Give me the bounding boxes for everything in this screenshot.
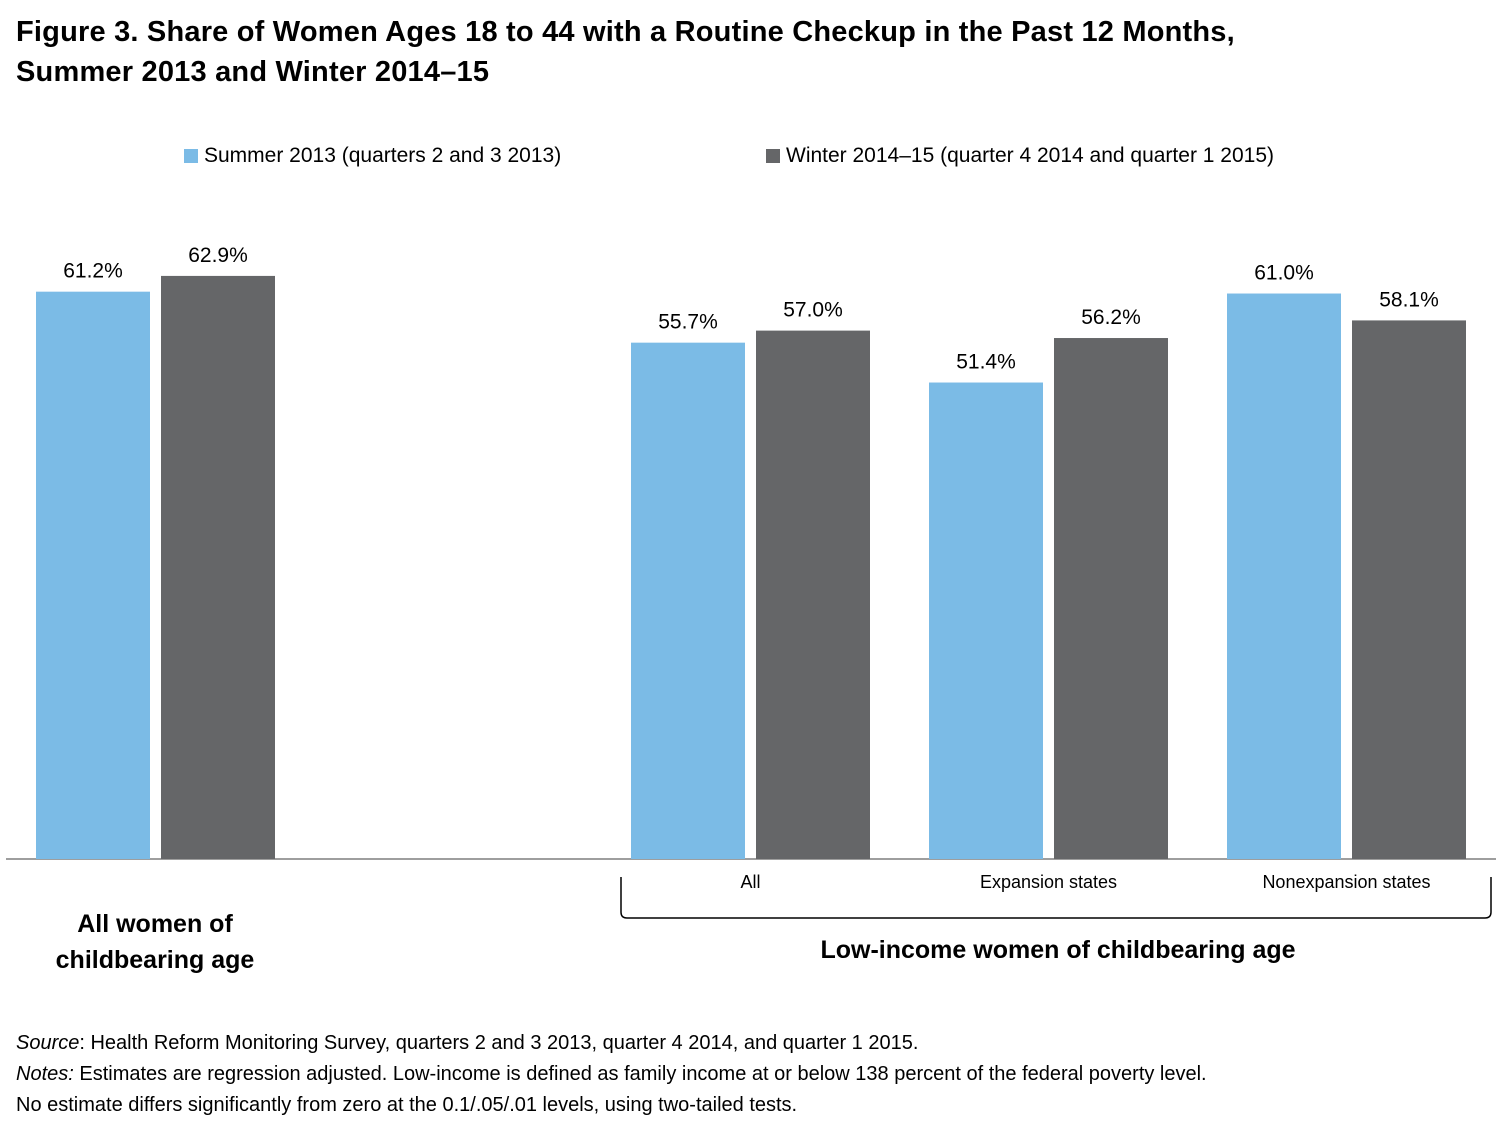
bar-summer-3 <box>1227 293 1341 859</box>
bar-chart: 61.2% 62.9% 55.7% 57.0% All 51.4% 56.2% Expansi… <box>6 244 1496 919</box>
data-label-winter-0: 62.9% <box>188 244 248 267</box>
source-text: : Health Reform Monitoring Survey, quart… <box>79 1032 919 1054</box>
data-label-winter-1: 57.0% <box>783 299 843 322</box>
group-label-all-women-line1: All women of <box>77 910 233 938</box>
category-label-1: All <box>740 872 760 892</box>
data-label-summer-1: 55.7% <box>658 311 718 334</box>
group-label-all-women-line2: childbearing age <box>55 946 255 974</box>
notes-line2: No estimate differs significantly from z… <box>16 1094 798 1116</box>
notes-text: Estimates are regression adjusted. Low-i… <box>73 1063 1207 1085</box>
bar-winter-2 <box>1054 338 1168 859</box>
source-label: Source <box>16 1032 80 1054</box>
data-label-summer-3: 61.0% <box>1254 262 1314 285</box>
category-label-2: Expansion states <box>980 872 1117 892</box>
group-bracket <box>620 877 1492 919</box>
data-label-summer-0: 61.2% <box>63 260 123 283</box>
legend-swatch-summer <box>184 149 198 163</box>
bar-winter-3 <box>1352 320 1466 860</box>
bar-winter-0 <box>161 275 275 859</box>
notes-note: Notes: Estimates are regression adjusted… <box>16 1059 1486 1090</box>
legend-item-winter: Winter 2014–15 (quarter 4 2014 and quart… <box>766 144 1274 168</box>
legend-label-summer: Summer 2013 (quarters 2 and 3 2013) <box>204 144 562 167</box>
notes-label: Notes: <box>16 1063 74 1085</box>
data-label-winter-3: 58.1% <box>1379 288 1439 311</box>
chart-title-line1: Figure 3. Share of Women Ages 18 to 44 w… <box>16 16 1235 48</box>
chart-title-line2: Summer 2013 and Winter 2014–15 <box>16 56 490 88</box>
legend-label-winter: Winter 2014–15 (quarter 4 2014 and quart… <box>786 144 1274 167</box>
data-label-winter-2: 56.2% <box>1081 306 1141 329</box>
bar-summer-0 <box>36 291 150 859</box>
legend-swatch-winter <box>766 149 780 163</box>
group-label-low-income: Low-income women of childbearing age <box>820 936 1296 964</box>
chart-title: Figure 3. Share of Women Ages 18 to 44 w… <box>16 12 1486 92</box>
category-label-3: Nonexpansion states <box>1262 872 1430 892</box>
group-label-all-women: All women of childbearing age <box>20 906 290 978</box>
source-note: Source: Health Reform Monitoring Survey,… <box>16 1028 1486 1059</box>
bar-summer-1 <box>631 342 745 859</box>
footnotes: Source: Health Reform Monitoring Survey,… <box>16 1028 1486 1121</box>
data-label-summer-2: 51.4% <box>956 351 1016 374</box>
legend: Summer 2013 (quarters 2 and 3 2013) Wint… <box>0 144 1500 174</box>
bar-winter-1 <box>756 330 870 859</box>
legend-item-summer: Summer 2013 (quarters 2 and 3 2013) <box>184 144 561 168</box>
bar-summer-2 <box>929 382 1043 859</box>
